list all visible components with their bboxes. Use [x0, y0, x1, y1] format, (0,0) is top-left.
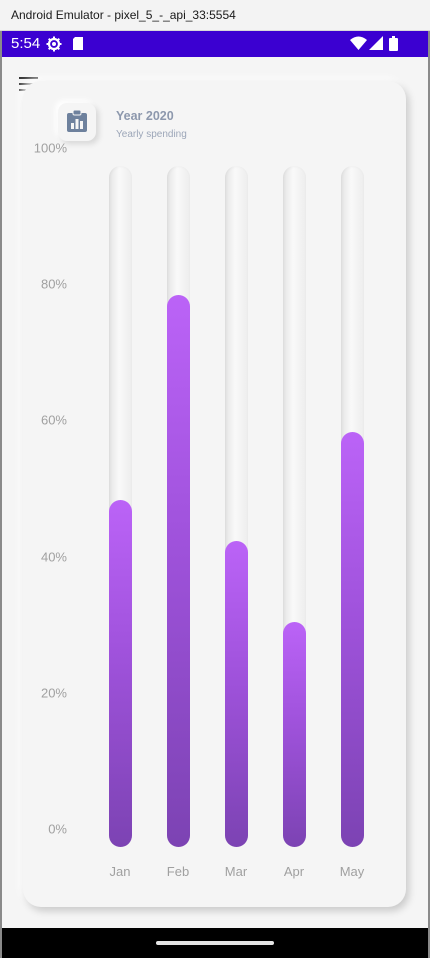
y-tick-label: 100% — [33, 140, 67, 156]
header-icon-box — [58, 103, 96, 141]
bar-jan[interactable] — [108, 499, 132, 847]
wifi-icon — [350, 36, 367, 50]
battery-icon — [389, 36, 398, 51]
x-tick-label: Mar — [224, 864, 248, 879]
window-titlebar: Android Emulator - pixel_5_-_api_33:5554 — [0, 0, 430, 31]
bar-track-may — [340, 166, 364, 847]
bar-track-mar — [224, 166, 248, 847]
y-tick-label: 80% — [40, 276, 67, 292]
cellular-signal-icon — [369, 36, 383, 50]
home-gesture-pill[interactable] — [156, 941, 274, 945]
chart-subtitle: Yearly spending — [116, 129, 187, 140]
x-tick-label: May — [339, 864, 365, 879]
clipboard-chart-icon — [67, 109, 87, 132]
bar-track-apr — [282, 166, 306, 847]
bar-track-feb — [166, 166, 190, 847]
sd-card-icon — [73, 37, 83, 50]
settings-gear-icon — [46, 36, 62, 52]
bar-feb[interactable] — [166, 295, 190, 847]
y-tick-label: 0% — [48, 821, 67, 837]
chart-card: Year 2020 Yearly spending 0% 20% 40% 60% 80%… — [23, 81, 406, 907]
y-tick-label: 40% — [40, 549, 67, 565]
x-tick-label: Apr — [283, 864, 305, 879]
status-time: 5:54 — [11, 35, 41, 52]
bar-track-jan — [108, 166, 132, 847]
x-tick-label: Feb — [166, 864, 190, 879]
x-tick-label: Jan — [109, 864, 131, 879]
navigation-bar — [2, 928, 428, 958]
window-title: Android Emulator - pixel_5_-_api_33:5554 — [11, 8, 236, 22]
bar-mar[interactable] — [224, 540, 248, 847]
y-tick-label: 60% — [40, 412, 67, 428]
device-screen: 5:54 — [2, 31, 428, 958]
status-bar: 5:54 — [2, 31, 428, 57]
chart-title: Year 2020 — [116, 109, 174, 123]
y-tick-label: 20% — [40, 685, 67, 701]
bar-apr[interactable] — [282, 622, 306, 847]
bar-may[interactable] — [340, 431, 364, 847]
